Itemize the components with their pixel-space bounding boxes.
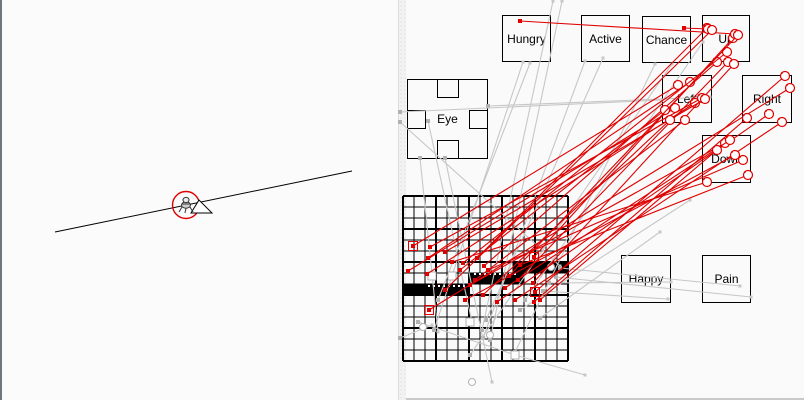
node-box-right[interactable]: Right [742,75,792,123]
node-label-right: Right [752,92,781,106]
eye-notch-left [407,109,426,129]
node-label-down: Down [711,152,742,166]
eye-notch-bottom [436,140,459,159]
world-view-panel[interactable] [2,0,398,400]
node-box-eye[interactable]: Eye [407,79,488,159]
node-label-chance: Chance [645,32,688,47]
node-box-happy[interactable]: Happy [621,255,671,303]
node-box-hungry[interactable]: Hungry [502,15,551,62]
node-box-up[interactable]: Up [702,15,750,62]
node-label-happy: Happy [628,272,664,286]
node-label-hungry: Hungry [507,31,546,46]
node-label-pain: Pain [714,272,739,286]
eye-notch-right [469,109,488,129]
node-label-up: Up [718,31,734,46]
node-box-left[interactable]: Left [662,75,712,123]
eye-notch-top [436,79,459,98]
node-box-down[interactable]: Down [702,135,751,183]
node-label-left: Left [676,92,697,106]
node-label-active: Active [589,31,622,46]
node-box-pain[interactable]: Pain [702,255,751,303]
window-left-edge [0,0,2,400]
node-box-chance[interactable]: Chance [642,16,691,63]
node-box-active[interactable]: Active [581,15,630,62]
node-label-eye: Eye [437,112,458,126]
